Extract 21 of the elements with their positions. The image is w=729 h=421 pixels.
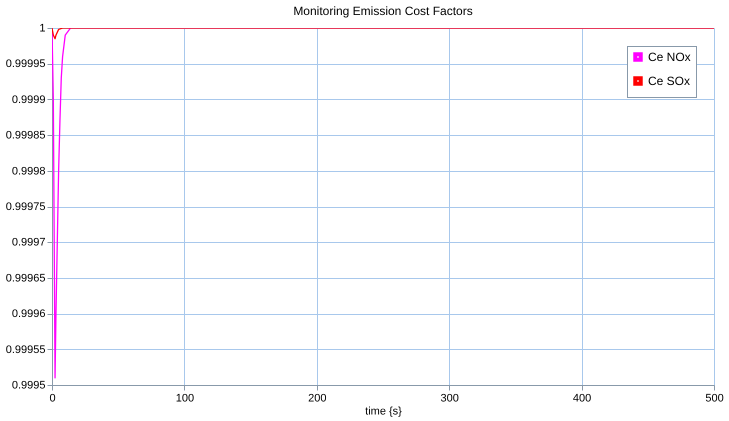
x-axis-title: time {s} [365, 406, 402, 418]
legend-label: Ce NOx [648, 50, 691, 64]
y-tick-label: 0.9998 [12, 165, 46, 178]
legend-label: Ce SOx [648, 74, 690, 88]
y-tick-label: 0.99985 [6, 130, 46, 142]
x-tick-label: 0 [49, 392, 56, 404]
y-tick-label: 0.99965 [6, 272, 46, 284]
x-tick-label: 200 [308, 392, 326, 404]
x-tick-label: 500 [705, 392, 724, 404]
chart-title: Monitoring Emission Cost Factors [293, 4, 473, 18]
y-tick-label: 0.99995 [6, 58, 46, 70]
y-tick-label: 0.9997 [12, 236, 46, 249]
y-tick-label: 0.9999 [12, 94, 46, 106]
y-tick-label: 1 [39, 22, 46, 34]
x-tick-label: 100 [176, 392, 194, 404]
y-tick-label: 0.9996 [12, 308, 46, 320]
x-tick-label: 400 [572, 392, 592, 404]
y-tick-label: 0.9995 [12, 380, 46, 392]
x-tick-label: 300 [440, 392, 459, 404]
y-tick-label: 0.99955 [6, 344, 46, 356]
y-tick-label: 0.99975 [6, 201, 46, 213]
